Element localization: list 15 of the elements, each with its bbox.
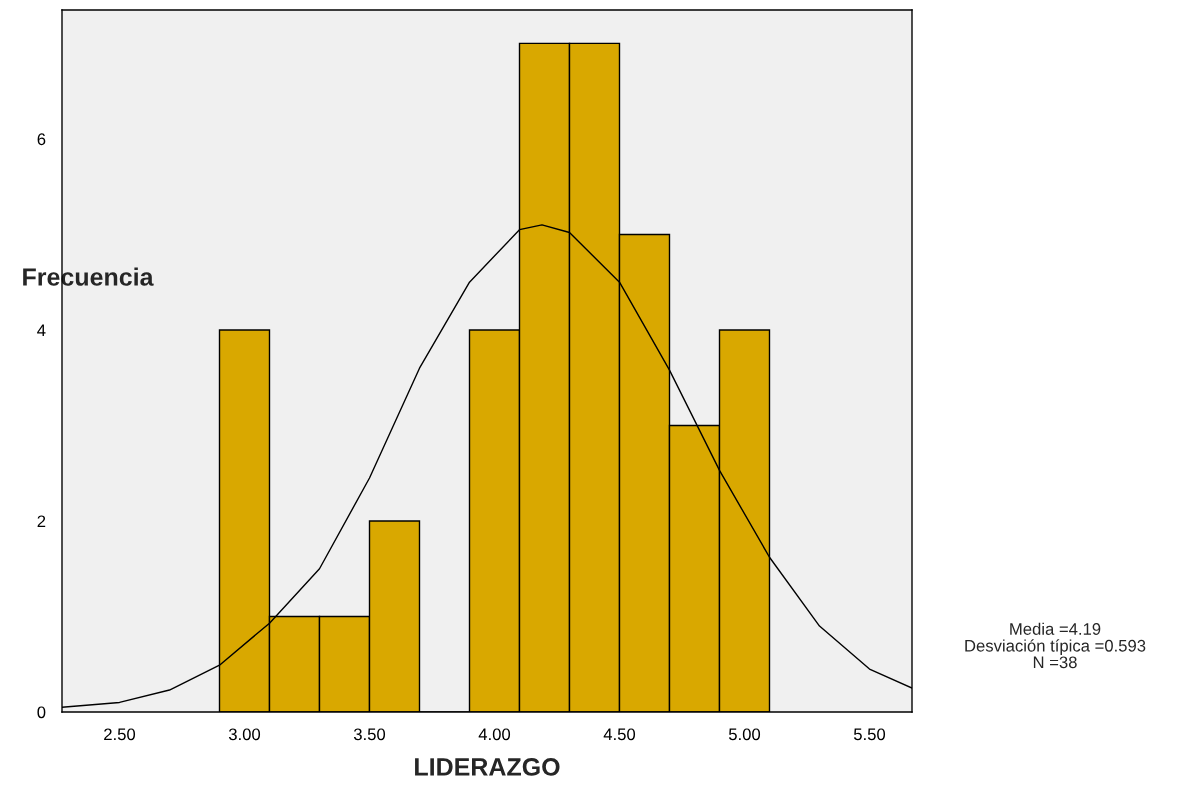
x-tick-label: 5.00 [728, 728, 761, 741]
text: N =38 [1033, 656, 1077, 669]
y-tick-label: 4 [37, 324, 46, 336]
x-tick-label: 4.00 [478, 728, 511, 741]
text: Desviación típica =0.593 [965, 639, 1146, 655]
x-axis-title: LIDERAZGO [415, 758, 560, 776]
x-tick-label: 3.00 [228, 728, 261, 741]
y-tick-label: 6 [37, 133, 46, 146]
x-tick-label: 3.50 [353, 728, 386, 741]
x-tick-label: 4.50 [603, 728, 636, 741]
x-tick-label: 2.50 [104, 728, 136, 741]
y-tick-label: 0 [37, 706, 46, 719]
text: Media =4.19 [1010, 622, 1101, 635]
x-tick-label: 5.50 [853, 728, 886, 741]
y-tick-label: 2 [37, 515, 46, 528]
